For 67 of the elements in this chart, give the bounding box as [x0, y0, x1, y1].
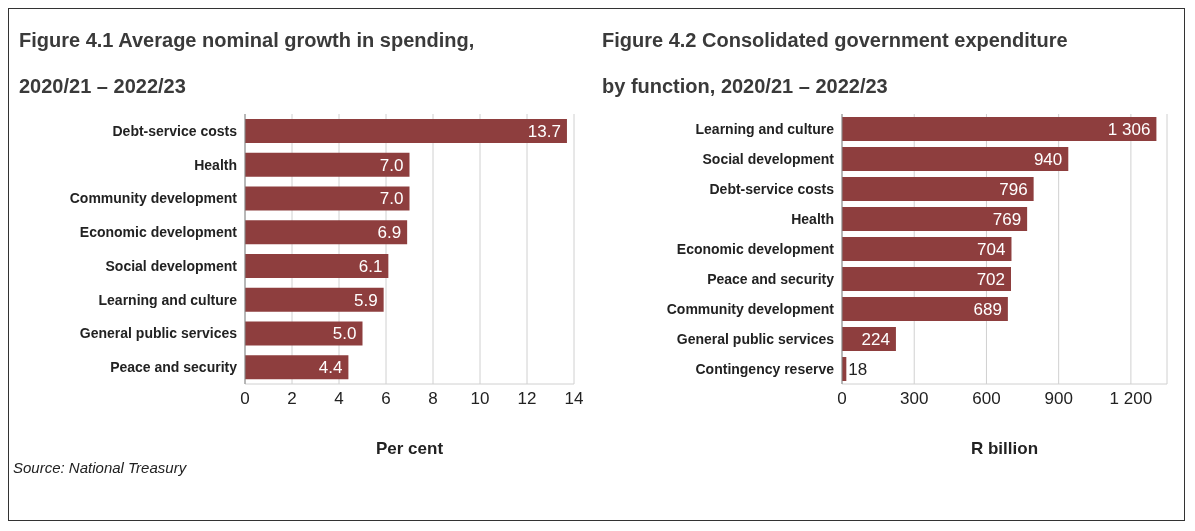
- bar: [842, 207, 1028, 231]
- source-note: Source: National Treasury: [12, 459, 188, 476]
- y-tick-label: General public services: [676, 330, 835, 347]
- data-label: 702: [976, 269, 1005, 289]
- y-tick-label: Debt-service costs: [112, 122, 238, 139]
- x-axis-title: R billion: [970, 439, 1039, 458]
- y-tick-label: Debt-service costs: [709, 180, 835, 197]
- data-label: 769: [992, 209, 1022, 229]
- x-tick-label: 8: [428, 389, 438, 409]
- x-tick-label: 2: [287, 389, 297, 409]
- data-label: 5.9: [354, 290, 378, 310]
- x-tick-label: 10: [470, 389, 490, 409]
- bar: [842, 177, 1034, 201]
- y-tick-label: Health: [791, 210, 834, 227]
- bar: [245, 321, 363, 346]
- x-tick-label: 4: [334, 389, 344, 409]
- bar: [842, 267, 1011, 291]
- bar: [245, 254, 389, 278]
- data-label: 796: [999, 179, 1028, 199]
- bar: [842, 117, 1157, 141]
- x-tick-label: 12: [517, 389, 537, 409]
- x-tick-label: 600: [972, 389, 1001, 409]
- bar: [842, 237, 1012, 261]
- chart-title: Figure 4.2 Consolidated government expenditure by function, 2020/21 – 2022/23: [602, 29, 1068, 97]
- data-label: 7.0: [379, 189, 404, 209]
- y-tick-label: Community development: [69, 190, 238, 207]
- y-tick-label: Economic development: [676, 240, 835, 257]
- y-tick-label: Learning and culture: [98, 291, 238, 308]
- bar: [245, 287, 384, 312]
- data-label: 704: [977, 239, 1006, 259]
- x-tick-label: 14: [564, 389, 584, 409]
- y-tick-label: Contingency reserve: [695, 360, 835, 377]
- data-label: 224: [861, 329, 890, 349]
- data-label: 5.0: [332, 324, 357, 344]
- y-tick-label: Health: [194, 156, 237, 173]
- data-label: 6.1: [358, 256, 383, 276]
- x-tick-label: 900: [1044, 389, 1073, 409]
- y-tick-label: General public services: [79, 325, 238, 342]
- bar: [245, 186, 410, 211]
- bar: [245, 355, 349, 380]
- x-tick-label: 6: [381, 389, 391, 409]
- data-label: 1 306: [1107, 119, 1151, 139]
- data-label: 4.4: [318, 358, 343, 378]
- bar: [245, 119, 567, 143]
- y-tick-label: Economic development: [79, 224, 238, 241]
- y-tick-label: Peace and security: [110, 359, 238, 376]
- data-label: 6.9: [377, 223, 402, 243]
- x-tick-label: 1 200: [1109, 389, 1153, 409]
- data-label: 689: [973, 299, 1002, 319]
- x-axis-title: Per cent: [375, 439, 444, 458]
- data-label: 18: [848, 359, 868, 379]
- bar: [842, 147, 1069, 171]
- x-tick-label: 0: [240, 389, 250, 409]
- data-label: 940: [1033, 149, 1063, 169]
- bar: [842, 297, 1008, 321]
- x-tick-label: 0: [837, 389, 847, 409]
- y-tick-label: Social development: [105, 257, 238, 274]
- y-tick-label: Community development: [666, 300, 835, 317]
- y-tick-label: Peace and security: [707, 270, 835, 287]
- bar: [245, 220, 408, 245]
- x-tick-label: 300: [900, 389, 929, 409]
- chart-title: Figure 4.1 Average nominal growth in spending, 2020/21 – 2022/23: [19, 29, 475, 97]
- y-tick-label: Social development: [702, 150, 835, 167]
- data-label: 13.7: [527, 121, 561, 141]
- y-tick-label: Learning and culture: [695, 120, 835, 137]
- data-label: 7.0: [379, 155, 404, 175]
- bar: [245, 152, 410, 177]
